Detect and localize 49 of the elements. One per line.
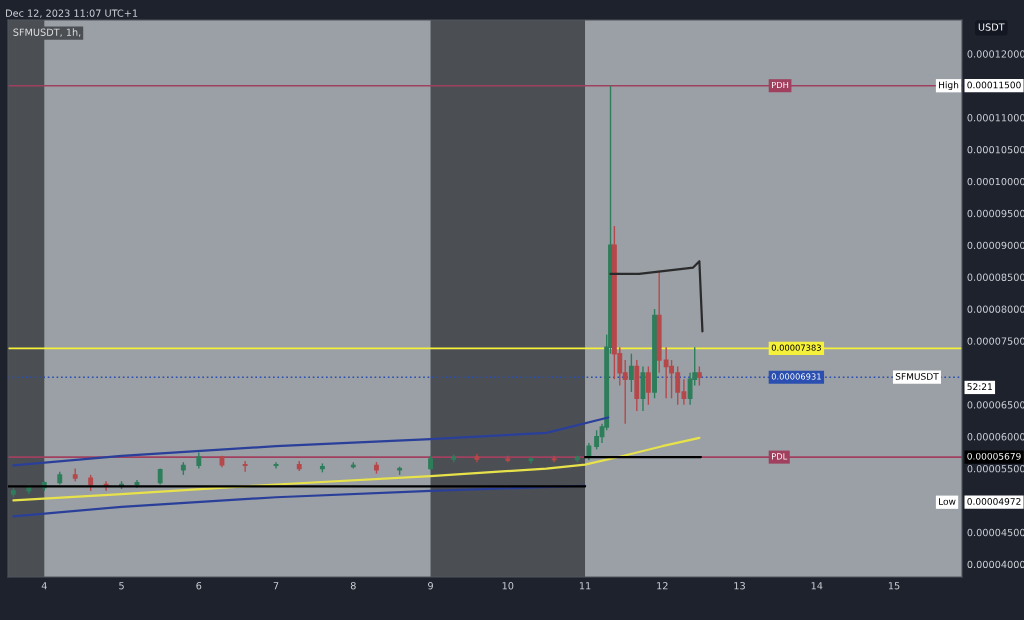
x-tick-label: 13 bbox=[734, 582, 745, 590]
ref-line-label: 0.00007383 bbox=[771, 344, 821, 351]
candlestick bbox=[242, 460, 248, 473]
x-tick-label: 7 bbox=[273, 582, 279, 590]
candlestick bbox=[645, 365, 651, 406]
x-tick-label: 5 bbox=[119, 582, 124, 590]
y-tick-label: 0.00010000 bbox=[967, 177, 1024, 186]
x-tick-label: 12 bbox=[657, 582, 668, 590]
x-tick-label: 8 bbox=[350, 582, 356, 590]
y-tick-label: 0.00011000 bbox=[967, 114, 1024, 122]
text: SFMUSDT, 1h, bbox=[13, 28, 81, 37]
y-tick-label: 0.00004500 bbox=[967, 528, 1024, 537]
y-tick-label: 0.00012000 bbox=[967, 50, 1024, 58]
line-series bbox=[609, 260, 704, 333]
y-tick-label: 0.00007500 bbox=[967, 337, 1024, 345]
ref-line-label: 0.00006931 bbox=[771, 373, 821, 380]
candlestick bbox=[594, 429, 600, 451]
chart-subtitle: Dec 12, 2023 11:07 UTC+1 bbox=[6, 9, 138, 18]
x-tick-label: 11 bbox=[579, 582, 591, 590]
x-tick-label: 14 bbox=[811, 582, 823, 590]
y-tick-label: 0.00008000 bbox=[967, 305, 1024, 313]
text: 52:21 bbox=[967, 383, 992, 391]
candlestick bbox=[628, 352, 634, 393]
y-tick-label: 0.00009000 bbox=[967, 241, 1024, 250]
x-tick-label: 4 bbox=[41, 582, 47, 590]
y-tick-label: 0.00005500 bbox=[967, 465, 1024, 473]
text: 0.00011500 bbox=[967, 81, 1021, 89]
x-tick-label: 15 bbox=[888, 582, 900, 590]
candlestick bbox=[273, 461, 279, 470]
line-series bbox=[12, 436, 701, 502]
y-tick-label: 0.00010500 bbox=[967, 146, 1024, 154]
y-tick-label: 0.00006000 bbox=[967, 433, 1024, 441]
y-tick-label: 0.00004000 bbox=[967, 560, 1024, 569]
y-tick-label: 0.00006500 bbox=[967, 401, 1024, 409]
ref-line-label: PDL bbox=[772, 453, 788, 460]
y-tick-label: 0.00008500 bbox=[967, 273, 1024, 281]
ref-line-label: PDH bbox=[772, 81, 789, 89]
text: 0.00005679 bbox=[967, 452, 1021, 460]
annotation: SFMUSDT bbox=[895, 373, 939, 380]
annotation: Low bbox=[939, 498, 956, 505]
x-tick-label: 9 bbox=[428, 582, 433, 590]
text: 0.00004972 bbox=[967, 498, 1021, 505]
candlestick bbox=[696, 365, 702, 387]
x-tick-label: 6 bbox=[196, 582, 202, 590]
line-series bbox=[12, 416, 610, 467]
x-tick-label: 10 bbox=[502, 582, 514, 590]
y-tick-label: 0.00009500 bbox=[967, 209, 1024, 218]
annotation: High bbox=[939, 81, 959, 91]
y-axis-title: USDT bbox=[978, 23, 1005, 31]
